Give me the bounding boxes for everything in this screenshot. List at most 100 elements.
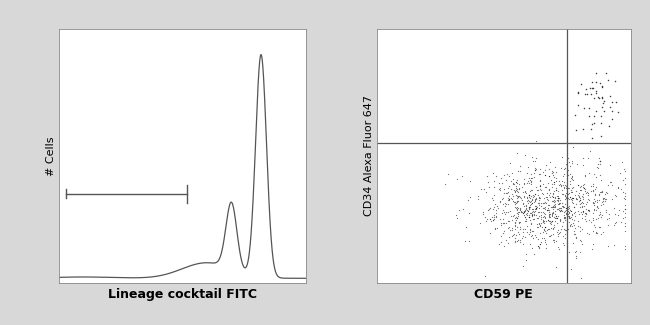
Point: [439, 181, 450, 187]
Point: [544, 209, 554, 215]
Point: [473, 193, 484, 199]
Point: [620, 181, 630, 186]
Point: [547, 218, 558, 224]
Point: [552, 231, 563, 236]
Point: [566, 224, 577, 229]
Point: [524, 214, 534, 219]
Point: [528, 194, 539, 200]
Point: [510, 200, 520, 205]
Point: [530, 159, 540, 164]
Point: [522, 170, 532, 176]
Point: [576, 275, 586, 280]
Point: [526, 210, 537, 215]
Point: [500, 203, 510, 209]
Point: [546, 225, 556, 230]
Point: [580, 172, 590, 177]
Point: [525, 199, 536, 204]
Point: [562, 240, 573, 246]
Point: [620, 243, 630, 248]
Point: [548, 190, 558, 195]
Point: [549, 179, 560, 184]
Point: [534, 222, 544, 227]
Point: [584, 208, 594, 214]
Point: [497, 180, 507, 186]
Point: [485, 230, 495, 235]
Point: [510, 238, 520, 243]
Point: [583, 207, 593, 212]
Point: [481, 218, 491, 223]
Point: [543, 197, 554, 202]
Point: [549, 209, 559, 215]
Point: [503, 201, 514, 206]
Point: [491, 214, 502, 220]
Point: [569, 204, 579, 209]
Point: [589, 120, 599, 125]
Point: [502, 225, 513, 230]
Point: [510, 235, 520, 240]
Point: [564, 250, 574, 255]
Point: [526, 154, 537, 159]
Point: [514, 185, 524, 190]
Point: [577, 216, 587, 221]
Point: [596, 189, 606, 195]
Point: [570, 232, 580, 237]
Point: [509, 200, 519, 205]
Point: [559, 226, 569, 231]
Point: [598, 196, 608, 201]
Point: [567, 189, 577, 194]
Point: [612, 185, 623, 190]
Point: [558, 240, 568, 246]
Point: [528, 216, 538, 221]
Point: [554, 208, 565, 213]
Point: [539, 195, 549, 201]
Point: [573, 192, 583, 198]
Point: [562, 191, 573, 197]
Point: [567, 185, 577, 190]
Point: [597, 104, 607, 109]
Point: [543, 202, 553, 208]
Point: [534, 206, 545, 211]
Point: [591, 230, 601, 236]
Point: [557, 201, 567, 206]
Point: [534, 195, 544, 200]
Point: [552, 188, 563, 193]
Point: [540, 211, 551, 216]
Point: [499, 200, 510, 205]
Point: [528, 211, 539, 216]
Point: [494, 180, 504, 186]
Point: [554, 246, 564, 252]
Point: [544, 213, 554, 218]
Point: [569, 218, 579, 223]
Point: [596, 202, 606, 207]
Point: [531, 206, 541, 211]
Point: [549, 216, 560, 221]
Point: [534, 178, 545, 184]
Point: [564, 210, 574, 215]
Point: [579, 182, 590, 187]
Point: [538, 169, 548, 174]
Point: [527, 209, 538, 215]
Point: [544, 187, 554, 192]
Point: [620, 202, 630, 207]
Point: [578, 195, 588, 200]
Point: [530, 185, 541, 190]
Point: [556, 183, 567, 188]
Point: [601, 70, 611, 75]
Point: [506, 187, 516, 192]
Point: [540, 210, 550, 215]
Point: [511, 183, 521, 188]
Point: [519, 176, 529, 181]
Point: [509, 213, 519, 218]
Point: [559, 214, 569, 220]
Point: [564, 191, 575, 196]
Point: [586, 126, 596, 132]
Point: [531, 234, 541, 240]
Point: [526, 197, 537, 202]
Point: [539, 220, 549, 226]
Point: [568, 195, 578, 201]
Point: [533, 210, 543, 215]
Point: [548, 210, 558, 215]
Point: [591, 88, 601, 93]
Point: [504, 194, 514, 199]
Point: [520, 218, 530, 224]
